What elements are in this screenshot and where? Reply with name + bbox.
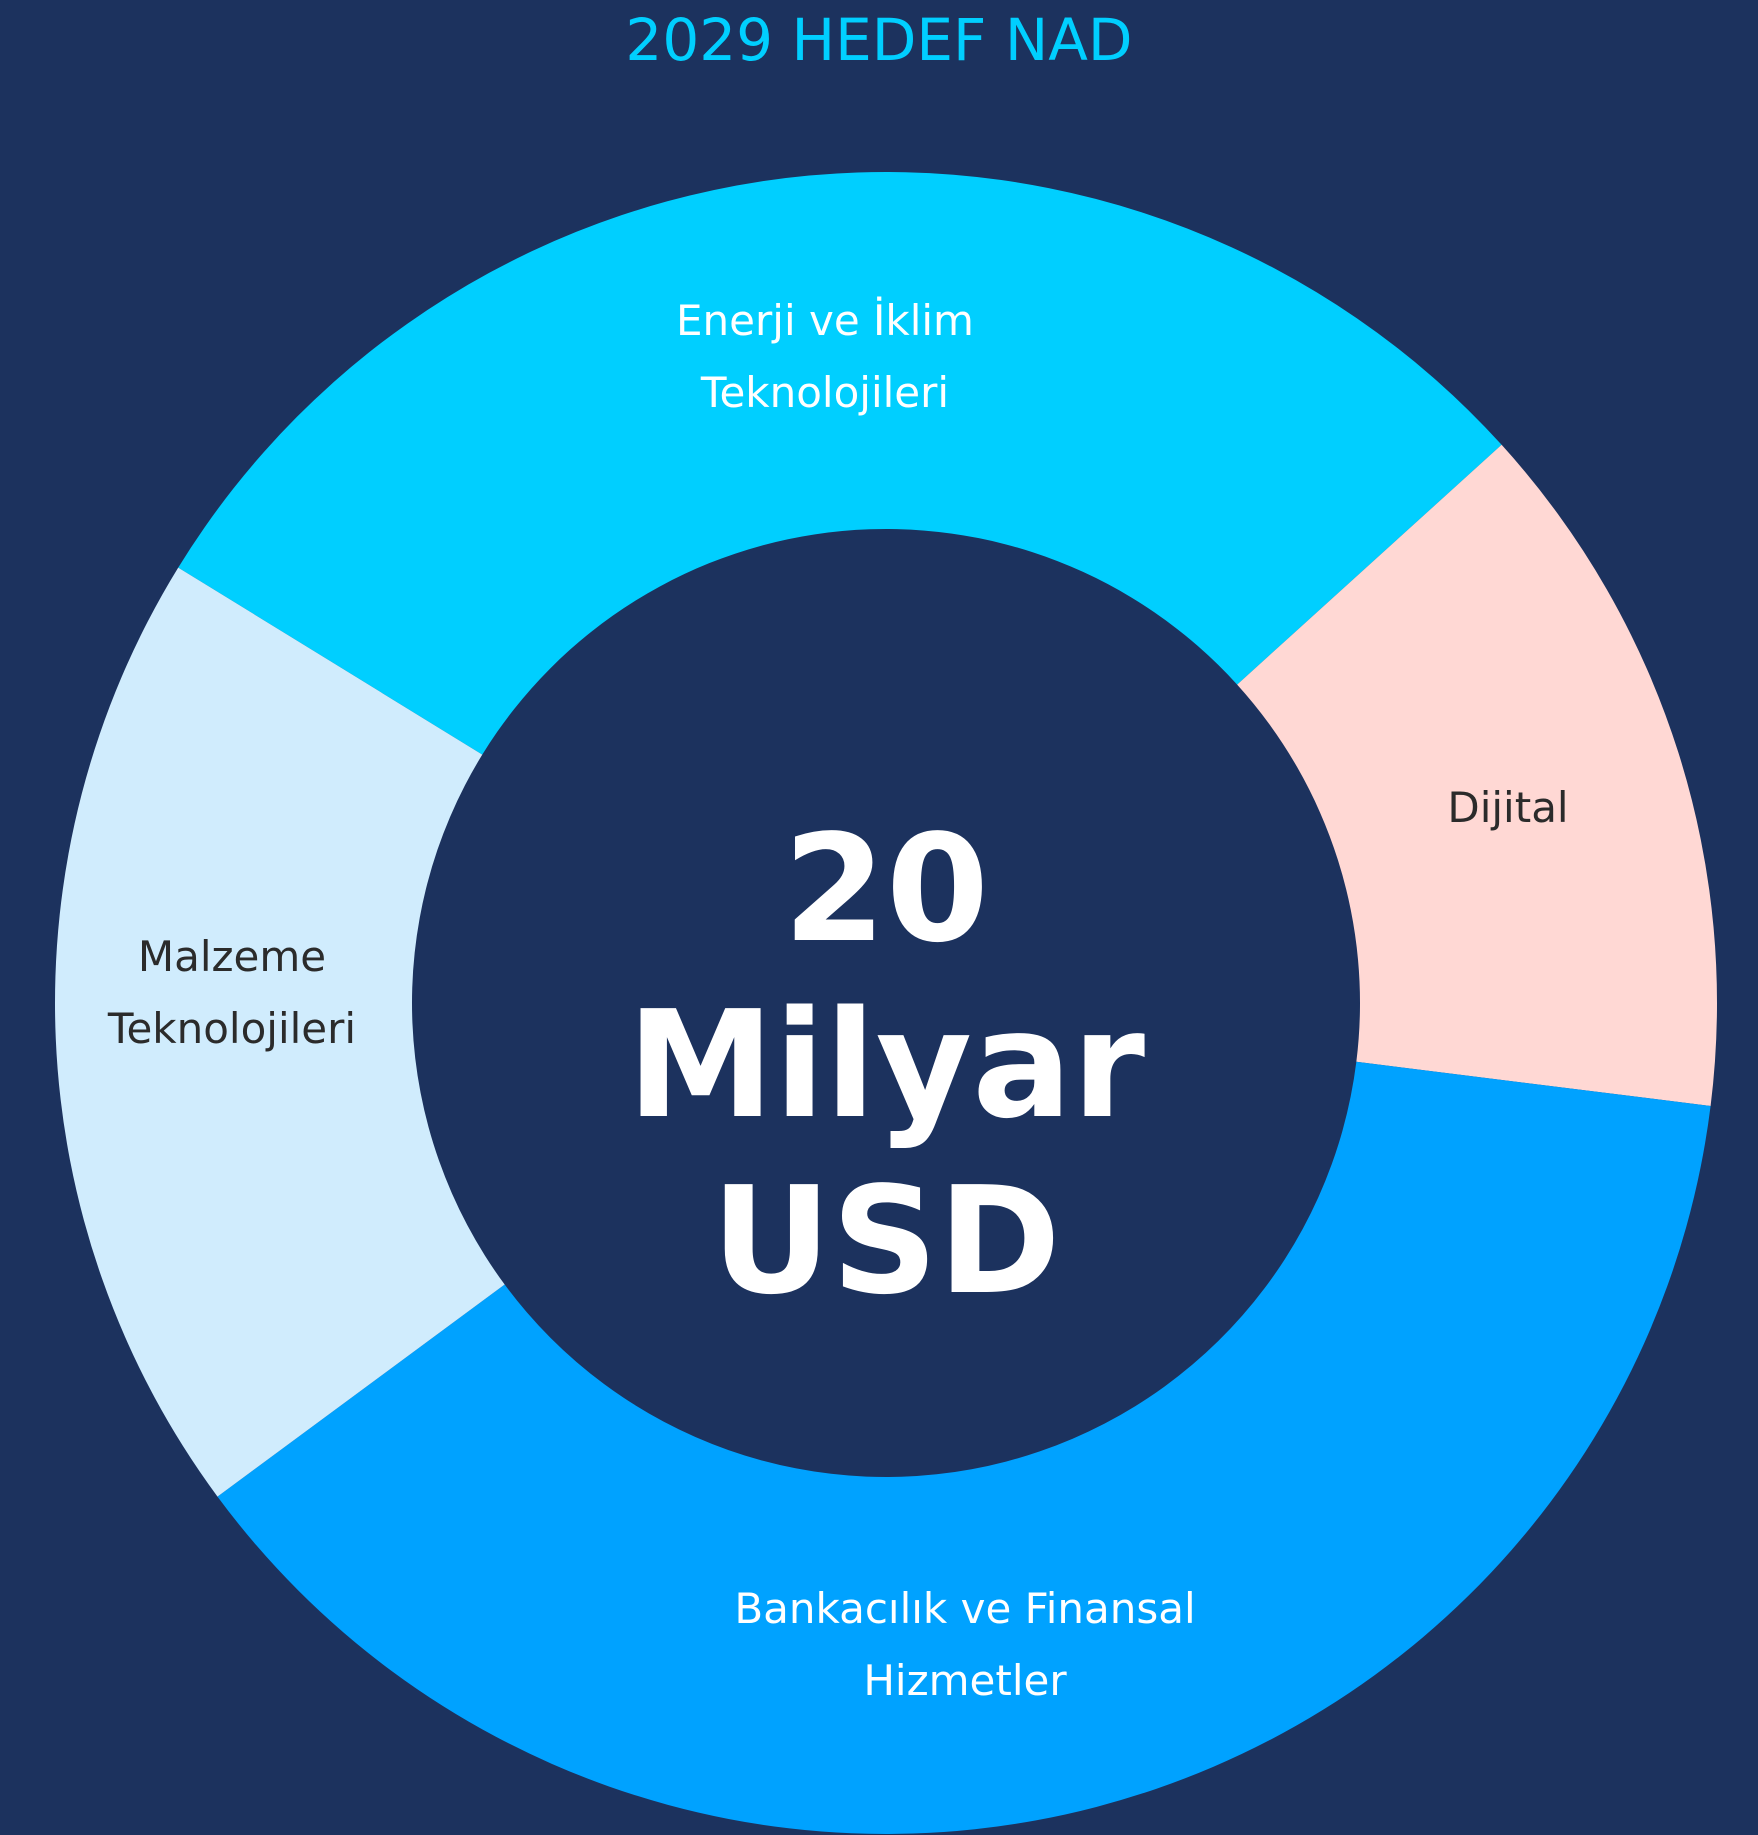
donut-segment (1237, 444, 1717, 1107)
segment-label: Malzeme Teknolojileri (107, 932, 357, 1053)
donut-segment (54, 567, 505, 1497)
donut-segment (178, 171, 1502, 755)
segment-label: Bankacılık ve Finansal Hizmetler (734, 1584, 1196, 1705)
segment-label: Dijital (1447, 783, 1569, 832)
segment-label: Enerji ve İklim Teknolojileri (676, 296, 974, 417)
center-label: 20 Milyar USD (626, 803, 1146, 1327)
chart-title: 2029 HEDEF NAD (625, 6, 1133, 74)
donut-segment (217, 1061, 1711, 1834)
